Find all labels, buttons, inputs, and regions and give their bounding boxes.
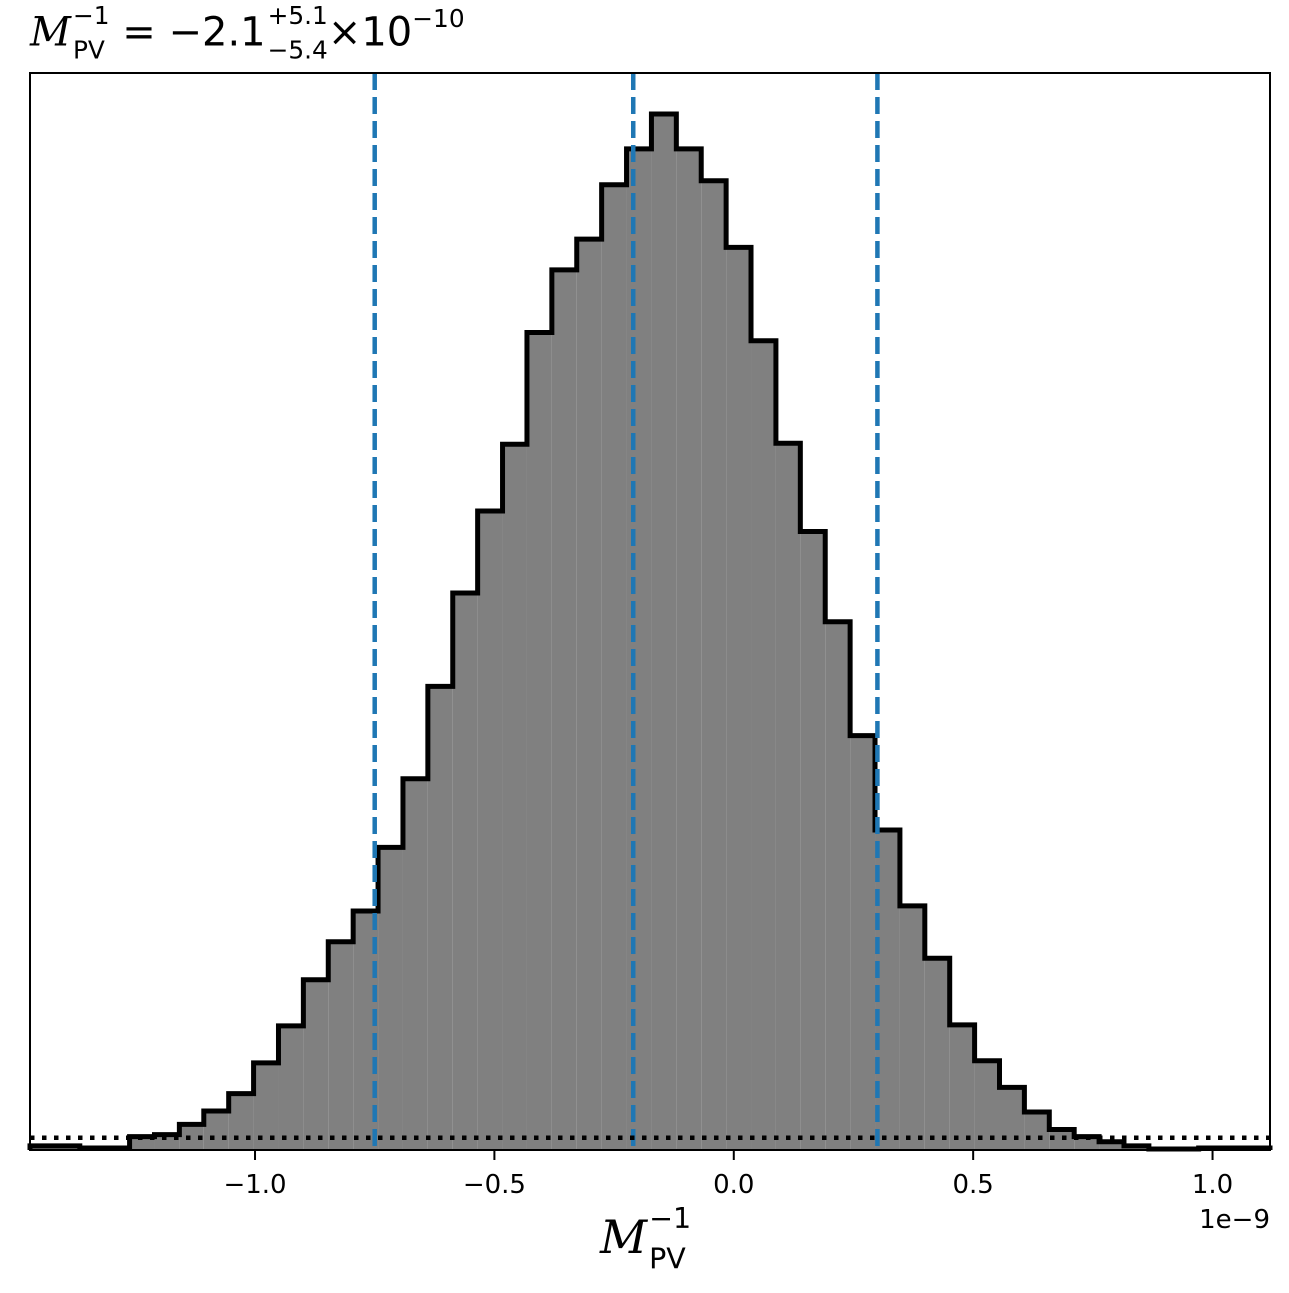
histogram-bar bbox=[427, 686, 453, 1150]
histogram-bar bbox=[402, 778, 428, 1150]
title-base: 10 bbox=[361, 9, 413, 56]
x-axis-label: M −1 PV bbox=[600, 1204, 691, 1272]
histogram-bar bbox=[1049, 1129, 1075, 1150]
histogram-bar bbox=[726, 247, 752, 1150]
histogram-bar bbox=[999, 1087, 1025, 1150]
histogram-bar bbox=[775, 443, 801, 1151]
histogram-bar bbox=[502, 444, 527, 1150]
histogram-bar bbox=[751, 340, 776, 1150]
histogram-bar bbox=[228, 1093, 254, 1150]
title-upper-error: +5.1 bbox=[267, 0, 328, 30]
xlabel-sub: PV bbox=[649, 1241, 686, 1275]
histogram-bar bbox=[924, 958, 950, 1150]
histogram-bar bbox=[1024, 1112, 1050, 1150]
title-errors: +5.1 −5.4 bbox=[267, 3, 328, 65]
histogram-bar bbox=[601, 184, 627, 1150]
histogram-bar bbox=[526, 332, 552, 1150]
histogram-bar bbox=[378, 847, 403, 1150]
x-tick-label: 0.0 bbox=[713, 1170, 754, 1200]
title-symbol-sup: −1 bbox=[72, 0, 110, 30]
title-symbol: M bbox=[30, 9, 71, 56]
axes-frame bbox=[29, 72, 1271, 1151]
histogram-bar bbox=[477, 510, 503, 1151]
histogram-bar bbox=[949, 1024, 975, 1150]
x-tick-label: −0.5 bbox=[463, 1170, 526, 1200]
histogram-bar bbox=[551, 269, 577, 1150]
histogram-bar bbox=[1074, 1136, 1100, 1150]
histogram-bar bbox=[651, 114, 677, 1151]
histogram-bar bbox=[701, 180, 727, 1150]
x-axis-offset-text: 1e−9 bbox=[1199, 1205, 1270, 1235]
histogram-bar bbox=[452, 593, 478, 1150]
histogram-bar bbox=[676, 148, 702, 1151]
xlabel-symbol: M bbox=[600, 1210, 648, 1264]
x-tick-label: 0.5 bbox=[952, 1170, 993, 1200]
histogram-bar bbox=[303, 979, 329, 1150]
credible-interval-lines bbox=[372, 73, 880, 1150]
histogram-bar bbox=[825, 621, 851, 1150]
histogram-bar bbox=[278, 1025, 304, 1150]
histogram-bar bbox=[154, 1134, 180, 1150]
xlabel-scripts: −1 PV bbox=[649, 1204, 691, 1272]
histogram-bar bbox=[974, 1060, 1000, 1150]
histogram-bar bbox=[626, 148, 652, 1151]
histogram-bar bbox=[1099, 1141, 1124, 1150]
title-equals: = bbox=[122, 9, 156, 56]
histogram-bars bbox=[27, 111, 1273, 1152]
title-median: −2.1 bbox=[168, 9, 266, 56]
chart-title: M −1 PV = −2.1 +5.1 −5.4 ×10−10 bbox=[30, 3, 465, 65]
title-symbol-scripts: −1 PV bbox=[72, 3, 110, 65]
histogram-bar bbox=[576, 239, 602, 1150]
histogram-bar bbox=[899, 905, 925, 1150]
title-lower-error: −5.4 bbox=[267, 35, 328, 65]
x-tick-label: −1.0 bbox=[223, 1170, 286, 1200]
histogram-bar bbox=[129, 1136, 155, 1150]
title-exponent: −10 bbox=[412, 4, 465, 33]
histogram-bar bbox=[850, 735, 876, 1150]
histogram-bar bbox=[328, 941, 354, 1150]
xlabel-sup: −1 bbox=[649, 1201, 692, 1235]
histogram-outline bbox=[27, 111, 1273, 1152]
x-tick-label: 1.0 bbox=[1192, 1170, 1233, 1200]
histogram-bar bbox=[253, 1062, 279, 1150]
histogram-bar bbox=[800, 531, 826, 1150]
histogram-bar bbox=[203, 1111, 229, 1150]
title-symbol-sub: PV bbox=[72, 35, 105, 65]
title-times: × bbox=[327, 9, 362, 56]
x-axis-ticks: −1.0 −0.5 0.0 0.5 1.0 bbox=[223, 1150, 1233, 1200]
